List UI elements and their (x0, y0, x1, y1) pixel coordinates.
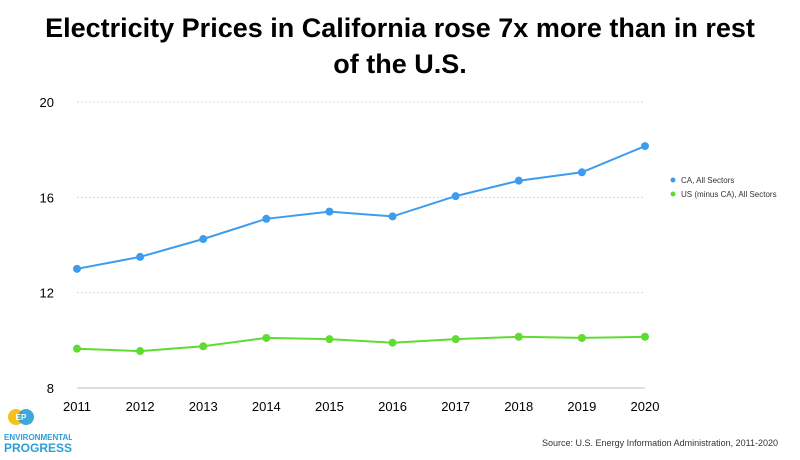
data-point-series-0 (451, 192, 460, 201)
data-point-series-0 (641, 142, 649, 151)
data-point-series-0 (325, 207, 334, 216)
data-point-series-1 (136, 347, 145, 356)
data-point-series-0 (73, 264, 81, 273)
legend-label-0: CA, All Sectors (681, 176, 734, 185)
title-line-1: Electricity Prices in California rose 7x… (45, 13, 755, 43)
y-tick-label: 16 (40, 190, 54, 205)
data-point-series-1 (73, 344, 81, 353)
source-note: Source: U.S. Energy Information Administ… (542, 438, 778, 448)
series-line-1 (76, 335, 646, 353)
legend-marker-1 (670, 191, 676, 197)
data-point-series-1 (325, 335, 334, 344)
data-point-series-0 (388, 212, 397, 221)
data-point-series-1 (262, 333, 271, 342)
x-tick-label: 2012 (126, 399, 155, 414)
x-tick-label: 2016 (378, 399, 407, 414)
legend-label-1: US (minus CA), All Sectors (681, 190, 777, 199)
logo-line-1: ENVIRONMENTAL (4, 433, 72, 442)
data-point-series-1 (577, 333, 586, 342)
data-point-series-0 (199, 235, 208, 244)
svg-text:EP: EP (16, 413, 27, 422)
x-tick-label: 2014 (252, 399, 281, 414)
y-tick-label: 20 (40, 95, 54, 110)
x-tick-label: 2018 (504, 399, 533, 414)
data-point-series-0 (577, 168, 586, 177)
x-tick-label: 2019 (567, 399, 596, 414)
data-point-series-1 (451, 335, 460, 344)
data-point-series-1 (199, 342, 208, 351)
x-tick-label: 2020 (631, 399, 660, 414)
logo-line-2: PROGRESS (4, 441, 72, 455)
data-point-series-1 (514, 332, 523, 341)
y-tick-label: 8 (47, 381, 54, 396)
environmental-progress-logo: EP ENVIRONMENTAL PROGRESS (4, 409, 72, 455)
title-line-2: of the U.S. (333, 49, 467, 79)
logo-icon: EP (8, 409, 34, 425)
x-tick-label: 2013 (189, 399, 218, 414)
data-point-series-0 (262, 214, 271, 223)
chart-title: Electricity Prices in California rose 7x… (0, 10, 800, 82)
data-point-series-1 (641, 332, 649, 341)
series-line-0 (76, 145, 646, 270)
legend-marker-0 (670, 177, 676, 183)
y-tick-label: 12 (40, 286, 54, 301)
data-point-series-1 (388, 338, 397, 347)
x-tick-label: 2017 (441, 399, 470, 414)
data-point-series-0 (136, 252, 145, 261)
data-point-series-0 (514, 176, 523, 185)
x-tick-label: 2015 (315, 399, 344, 414)
x-tick-label: 2011 (63, 399, 91, 414)
